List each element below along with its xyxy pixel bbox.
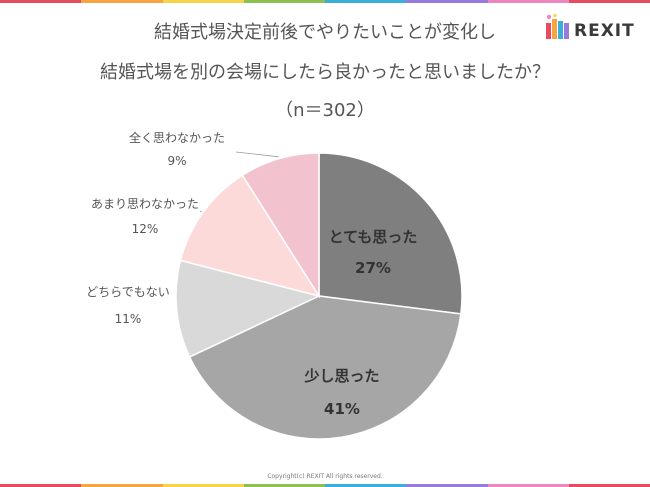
band-segment [243, 0, 325, 3]
sample-size: （n＝302） [275, 100, 375, 121]
leader-line [235, 151, 279, 158]
band-segment [487, 484, 569, 487]
pie-slice [241, 152, 320, 299]
band-segment [325, 0, 407, 3]
band-segment [0, 484, 82, 487]
pie-slice [188, 295, 462, 440]
band-segment [162, 0, 244, 3]
pie-slice [179, 174, 321, 298]
band-segment [243, 484, 325, 487]
rexit-logo-icon [546, 13, 569, 39]
rexit-logo: REXIT [544, 13, 644, 49]
slice-value: 27% [355, 259, 391, 277]
slice-value: 41% [324, 400, 360, 418]
logo-text: REXIT [574, 21, 635, 41]
slice-label: 全く思わなかった [129, 130, 225, 145]
band-segment [568, 0, 650, 3]
slice-value: 9% [167, 154, 186, 168]
band-segment [162, 484, 244, 487]
chart-title-line1: 結婚式場決定前後でやりたいことが変化し [154, 22, 496, 43]
pie-slice [175, 259, 322, 358]
slice-value: 12% [132, 222, 159, 236]
slice-label: 少し思った [303, 367, 379, 385]
slice-label: あまり思わなかった [91, 197, 199, 211]
band-segment [81, 0, 163, 3]
band-segment [568, 484, 650, 487]
slice-value: 11% [115, 312, 142, 326]
pie-slice [318, 152, 463, 315]
band-segment [0, 0, 82, 3]
bottom-color-band [0, 484, 650, 487]
top-color-band [0, 0, 650, 3]
band-segment [81, 484, 163, 487]
chart-title-line2: 結婚式場を別の会場にしたら良かったと思いましたか？ [100, 62, 550, 83]
copyright-text: Copyright(c) REXIT All rights reserved. [267, 473, 383, 480]
band-segment [325, 484, 407, 487]
slice-label: とても思った [329, 228, 418, 246]
band-segment [406, 0, 488, 3]
slice-label: どちらでもない [86, 285, 170, 299]
leader-line [199, 210, 202, 213]
band-segment [487, 0, 569, 3]
band-segment [406, 484, 488, 487]
